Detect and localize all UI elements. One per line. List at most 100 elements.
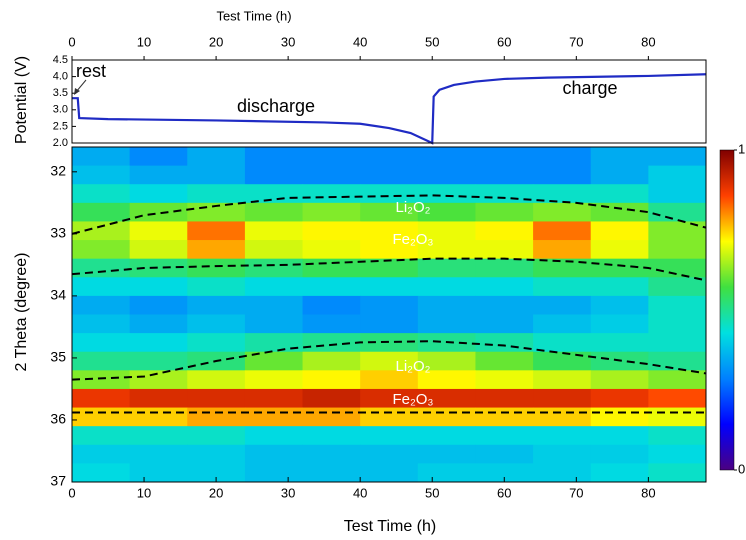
heat-cell: [129, 258, 188, 278]
heat-cell: [475, 426, 534, 446]
heat-cell: [244, 426, 304, 446]
heat-cell: [648, 147, 707, 167]
heat-cell: [533, 370, 592, 390]
heat-cell: [244, 370, 304, 390]
heat-cell: [475, 147, 534, 167]
heat-cell: [302, 295, 361, 315]
y-tick-label: 2.0: [53, 137, 68, 149]
heat-cell: [648, 351, 707, 371]
x-tick-label: 10: [137, 485, 151, 500]
colorbar-label: 1: [738, 141, 745, 156]
heat-cell: [475, 444, 534, 464]
heat-cell: [417, 184, 476, 204]
annotation: discharge: [237, 96, 315, 116]
heat-cell: [360, 351, 419, 371]
heat-cell: [129, 165, 188, 185]
heat-cell: [187, 407, 246, 427]
heat-cell: [533, 333, 592, 353]
heat-cell: [129, 444, 188, 464]
heat-cell: [129, 202, 188, 222]
heat-cell: [302, 258, 361, 278]
heat-cell: [187, 388, 246, 409]
heat-cell: [533, 202, 592, 222]
heat-cell: [72, 147, 131, 167]
heat-cell: [590, 258, 649, 278]
dashed-boundary: [71, 257, 707, 282]
x-tick-label: 70: [569, 34, 583, 49]
plot-frame: [71, 146, 707, 483]
phase-label: Fe₂O₃: [392, 391, 433, 408]
heat-cell: [590, 221, 649, 241]
y-label: 2 Theta (degree): [13, 253, 30, 372]
heat-cell: [360, 184, 419, 204]
heat-cell: [72, 370, 131, 390]
heat-cell: [302, 277, 361, 297]
heat-cell: [533, 351, 592, 371]
heat-cell: [244, 388, 304, 409]
heat-cell: [360, 295, 419, 315]
heat-cell: [360, 333, 419, 353]
top-x-label: Test Time (h): [216, 8, 291, 23]
x-tick-label: 40: [353, 485, 367, 500]
heat-cell: [72, 202, 131, 222]
heat-cell: [302, 165, 361, 185]
heat-cell: [302, 221, 361, 241]
heat-cell: [360, 240, 419, 260]
y-tick-label: 4.5: [53, 54, 68, 66]
heat-cell: [244, 444, 304, 464]
x-tick-label: 20: [209, 485, 223, 500]
heat-cell: [244, 314, 304, 334]
heat-cell: [302, 314, 361, 334]
heat-cell: [302, 407, 361, 427]
heat-cell: [187, 463, 246, 483]
heat-cell: [244, 463, 304, 483]
heat-cell: [302, 202, 361, 222]
heat-cell: [533, 463, 592, 483]
y-tick-label: 34: [50, 287, 66, 303]
x-tick-label: 80: [641, 34, 655, 49]
heat-cell: [72, 351, 131, 371]
heat-cell: [475, 277, 534, 297]
heat-cell: [533, 184, 592, 204]
heat-cell: [417, 295, 476, 315]
heat-cell: [129, 333, 188, 353]
heat-cell: [244, 333, 304, 353]
heat-cell: [187, 333, 246, 353]
x-tick-label: 10: [137, 34, 151, 49]
heat-cell: [244, 258, 304, 278]
heat-cell: [417, 370, 476, 390]
heat-cell: [129, 426, 188, 446]
heat-cell: [417, 277, 476, 297]
heat-cell: [648, 463, 707, 483]
heat-cell: [590, 314, 649, 334]
heat-cell: [533, 147, 592, 167]
heat-cell: [648, 333, 707, 353]
phase-label: Fe₂O₃: [392, 231, 433, 248]
heat-cell: [590, 240, 649, 260]
heat-cell: [648, 370, 707, 390]
heat-cell: [417, 240, 476, 260]
heat-cell: [475, 165, 534, 185]
heat-cell: [648, 258, 707, 278]
y-tick-label: 37: [50, 473, 66, 489]
heat-cell: [648, 184, 707, 204]
heat-cell: [72, 388, 131, 409]
x-label: Test Time (h): [344, 518, 436, 535]
heat-cell: [417, 165, 476, 185]
heat-cell: [302, 388, 361, 409]
heat-cell: [187, 314, 246, 334]
heat-cell: [475, 370, 534, 390]
heat-cell: [360, 221, 419, 241]
heat-cell: [72, 258, 131, 278]
heat-cell: [590, 444, 649, 464]
potential-line: [72, 73, 707, 145]
heat-cell: [129, 314, 188, 334]
heat-cell: [417, 221, 476, 241]
heat-cell: [244, 351, 304, 371]
heat-cell: [590, 184, 649, 204]
heat-cell: [302, 147, 361, 167]
heat-cell: [302, 426, 361, 446]
heat-cell: [648, 221, 707, 241]
heat-cell: [244, 202, 304, 222]
heat-cell: [302, 351, 361, 371]
